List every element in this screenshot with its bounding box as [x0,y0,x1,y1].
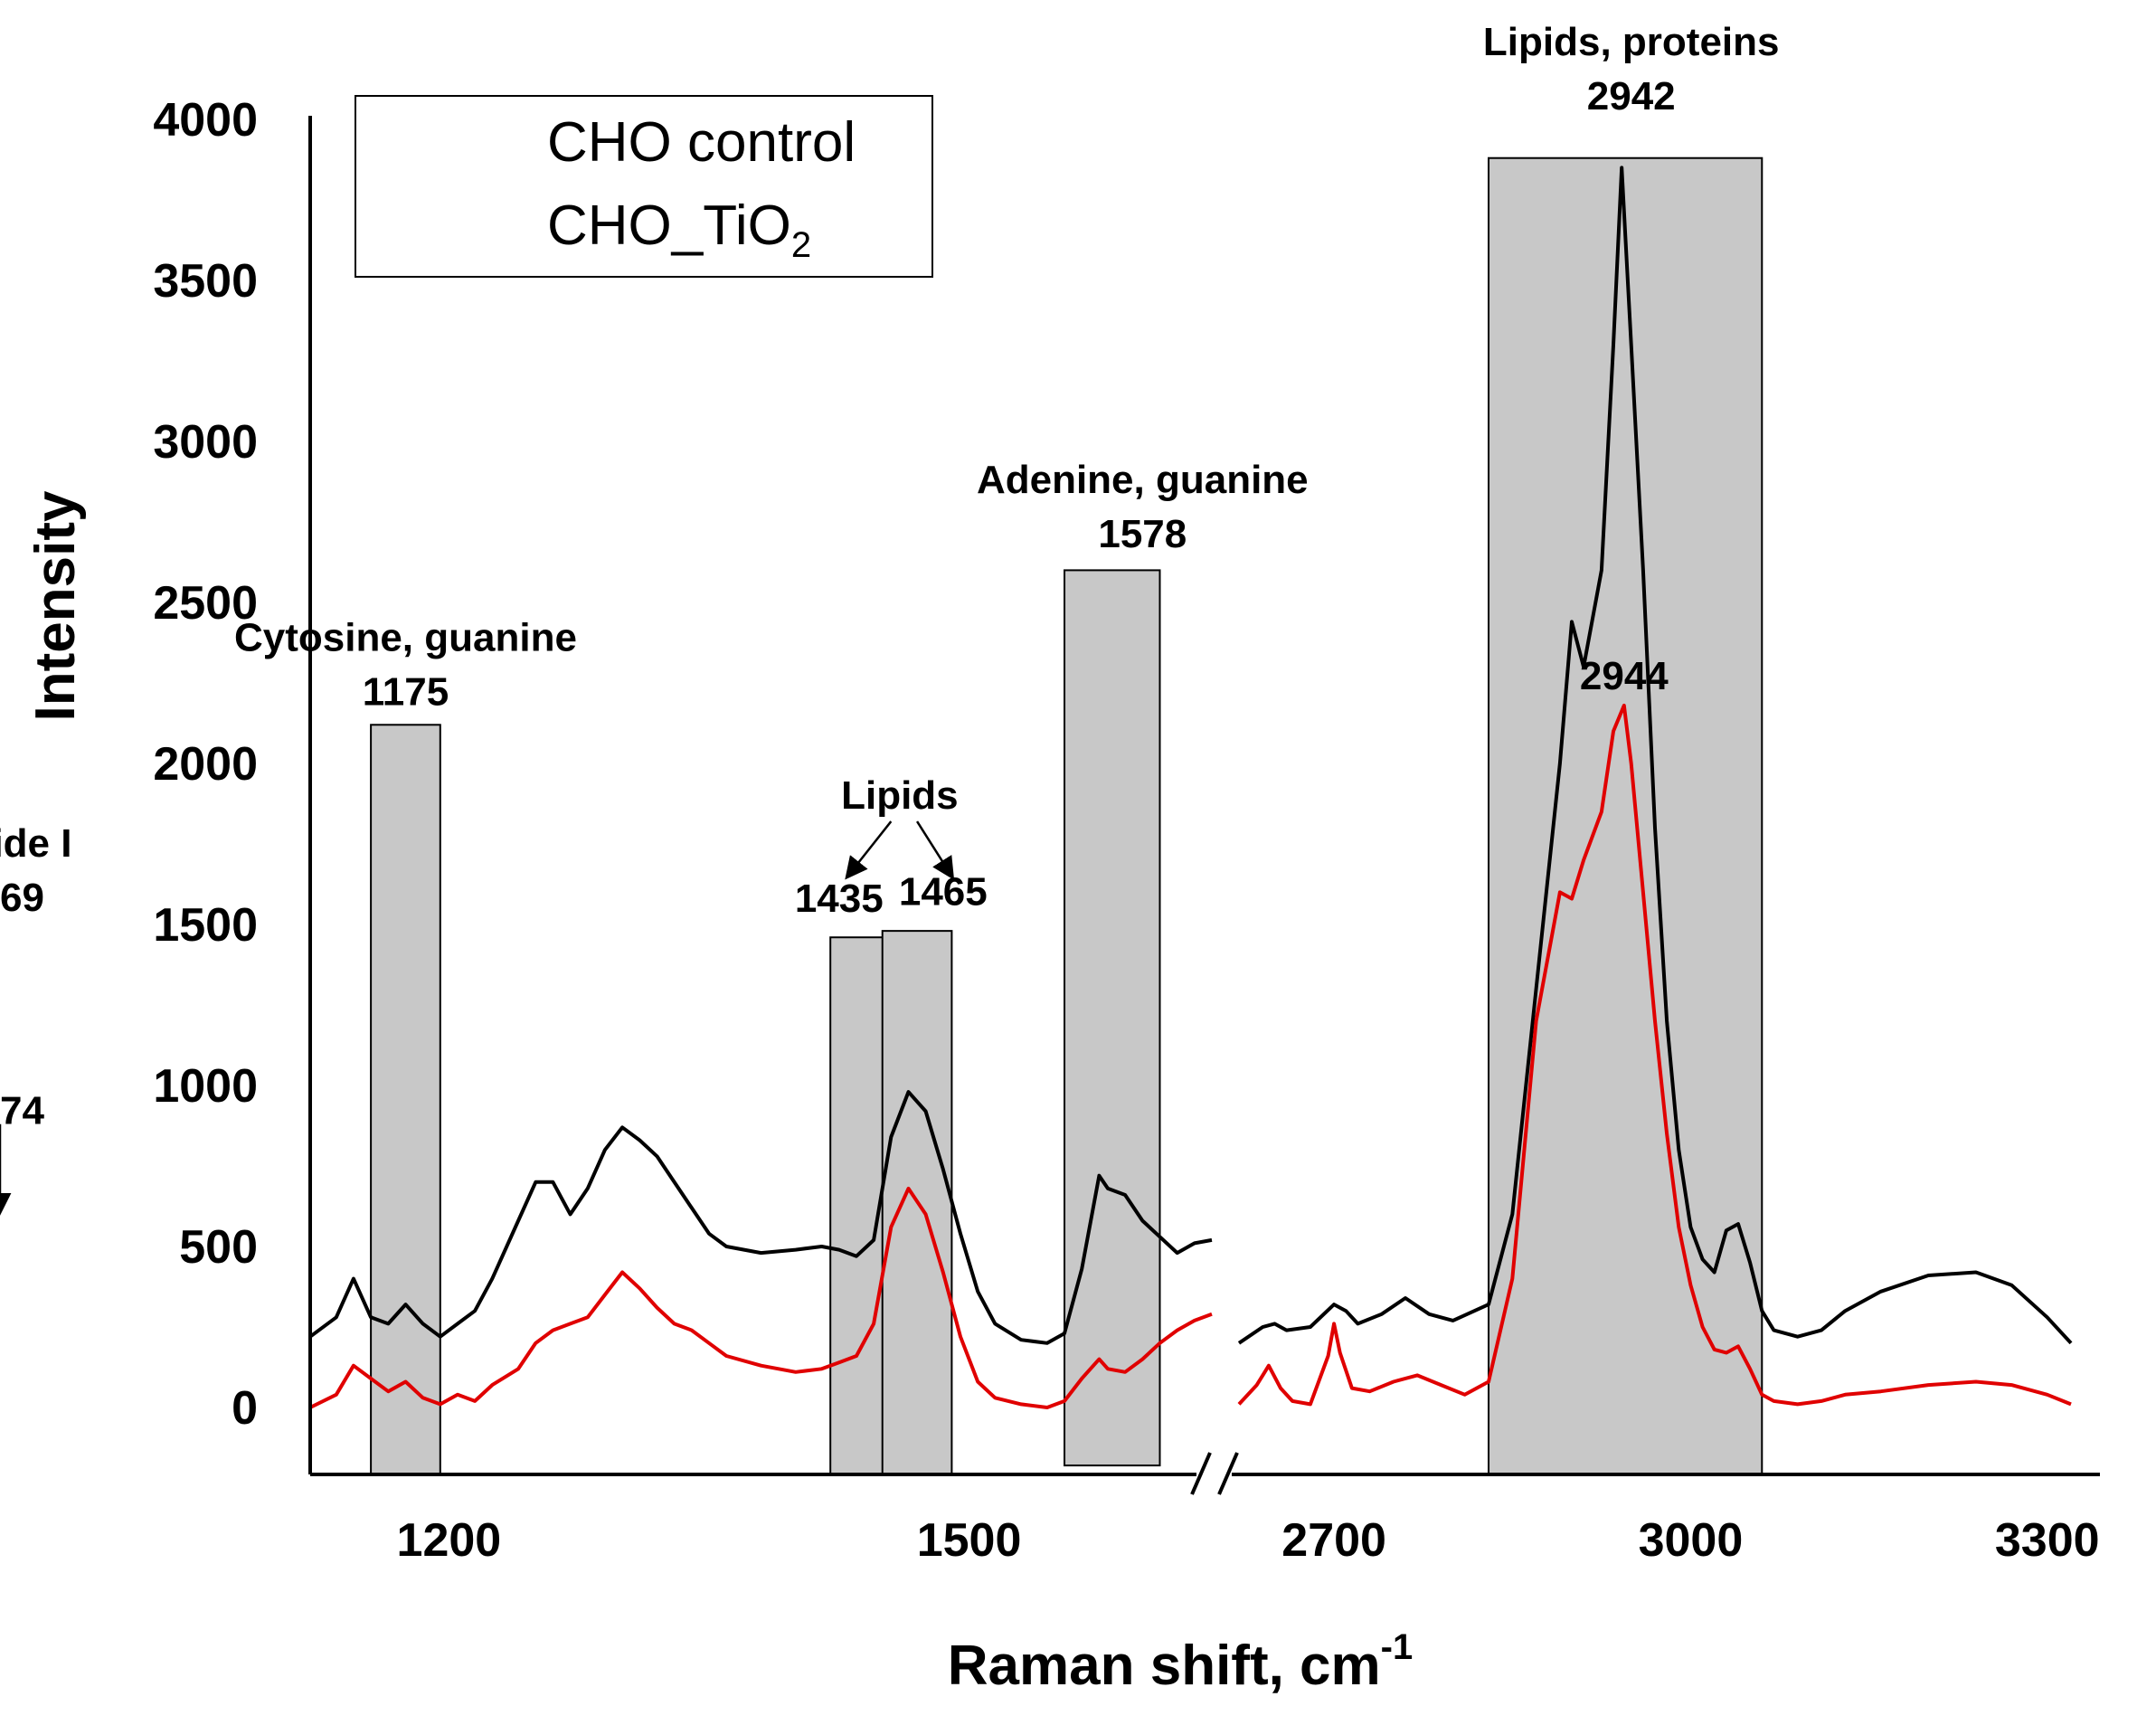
annotation-6-line-0: 1674 [0,1089,44,1133]
band-3 [1064,569,1161,1467]
series-control-line-1 [1237,166,2073,1345]
legend-entry-tio2: CHO_TiO2 [547,194,811,265]
y-tick-label: 4000 [153,94,258,147]
annotation-5-line-0: Amide I [0,821,71,866]
annotation-8-line-0: 2944 [1580,654,1669,698]
x-tick-label: 3000 [1639,1514,1744,1567]
x-axis-title-superscript: -1 [1381,1627,1414,1667]
annotation-arrow-0 [845,820,893,880]
y-tick-label: 2000 [153,738,258,791]
x-tick-label: 3300 [1995,1514,2100,1567]
series-control-line-0 [308,1090,1213,1345]
x-axis-title: Raman shift, cm-1 [948,1627,1413,1697]
annotation-arrow-1 [916,820,955,880]
annotation-3-line-0: 1465 [899,870,988,915]
y-tick-label: 0 [232,1382,258,1435]
legend: CHO control CHO_TiO2 [355,95,933,278]
annotation-0-line-0: Cytosine, guanine [234,615,577,659]
legend-entry-control: CHO control [547,111,856,174]
series-tio2-line-1 [1237,703,2072,1407]
axis-break-mark-1 [1217,1452,1239,1495]
y-tick-label: 1500 [153,899,258,952]
peak-annotations: Cytosine, guanine 1175 Lipids 1435 1465 Adeni… [0,20,1780,1216]
annotation-2-line-0: 1435 [795,877,884,921]
legend-box [355,95,933,278]
series-tio2-line-0 [309,1186,1213,1409]
y-axis-title: Intensity [24,490,87,721]
y-tick-label: 2500 [153,577,258,630]
annotation-5-line-1: 1669 [0,876,44,920]
y-tick-label: 3500 [153,255,258,308]
annotation-7-line-0: Lipids, proteins [1483,20,1780,64]
annotation-1-line-0: Lipids [841,773,959,818]
legend-entry-tio2-subscript: 2 [791,225,811,265]
axis-break-mark-0 [1190,1452,1212,1495]
annotation-4-line-1: 1578 [1098,512,1187,556]
x-tick-label: 1200 [397,1514,502,1567]
annotation-4-line-0: Adenine, guanine [977,458,1309,502]
annotation-7-line-1: 2942 [1587,74,1676,118]
y-tick-label: 3000 [153,416,258,469]
x-tick-label: 2700 [1281,1514,1386,1567]
spectra-lines [308,166,2073,1409]
y-tick-label: 1000 [153,1060,258,1113]
band-5 [1488,156,1764,1476]
annotation-0-line-1: 1175 [363,669,449,714]
y-tick-label: 500 [179,1221,258,1274]
band-0 [370,724,441,1475]
legend-entry-tio2-label: CHO_TiO [547,194,791,257]
axes: 0 500 1000 1500 2000 2500 3000 3500 4000 1200 1500… [153,94,2100,1567]
x-tick-label: 1500 [917,1514,1022,1567]
x-axis-title-text: Raman shift, cm [948,1635,1381,1697]
